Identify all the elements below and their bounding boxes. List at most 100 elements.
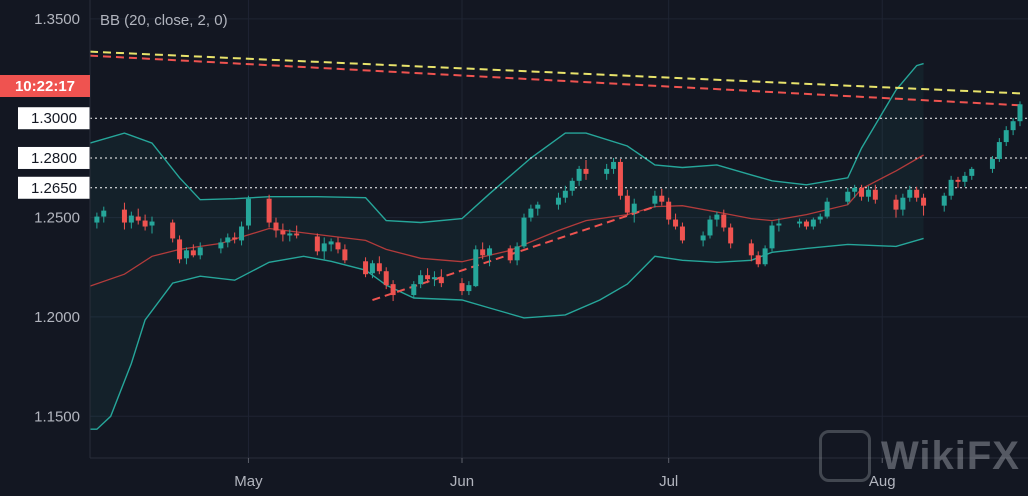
candle-body-58 — [659, 195, 665, 202]
time-axis[interactable]: May Jun Jul Aug — [90, 457, 1028, 490]
candle-body-5 — [142, 220, 148, 227]
candle-body-56 — [631, 203, 637, 213]
candle-body-42 — [507, 248, 513, 261]
candle-body-14 — [232, 237, 238, 240]
candle-body-64 — [714, 214, 720, 220]
candle-body-68 — [755, 255, 761, 265]
candle-body-34 — [425, 275, 431, 280]
candle-body-38 — [466, 285, 472, 292]
level-label-0: 1.3000 — [31, 110, 77, 127]
candle-body-12 — [218, 242, 224, 249]
candle-body-78 — [852, 187, 858, 192]
horizontal-levels: 1.3000 1.2800 1.2650 — [18, 107, 1028, 199]
candle-body-23 — [321, 243, 327, 252]
candle-body-65 — [721, 214, 727, 228]
candle-body-90 — [962, 175, 968, 182]
candle-body-7 — [170, 222, 176, 239]
candle-body-35 — [431, 277, 437, 280]
candle-body-67 — [748, 243, 754, 256]
band-upper — [89, 62, 924, 224]
candle-body-79 — [859, 187, 865, 197]
candle-body-81 — [872, 189, 878, 200]
candle-body-74 — [810, 219, 816, 227]
candle-body-43 — [514, 246, 520, 261]
time-tick-3: Aug — [869, 473, 896, 490]
candle-body-17 — [266, 198, 272, 223]
candle-body-92 — [989, 158, 995, 169]
candle-body-29 — [376, 263, 382, 272]
candle-body-37 — [459, 283, 465, 292]
candle-body-94 — [1003, 130, 1009, 143]
candles — [94, 101, 1023, 302]
candle-body-49 — [569, 180, 575, 191]
candle-body-40 — [480, 249, 486, 256]
trendlines — [89, 50, 1021, 301]
candle-body-76 — [824, 201, 830, 217]
candle-body-44 — [521, 217, 527, 247]
price-tick-2: 1.2000 — [34, 309, 80, 326]
indicator-legend[interactable]: BB (20, close, 2, 0) — [100, 12, 228, 29]
candle-body-88 — [948, 179, 954, 196]
candle-body-27 — [363, 261, 369, 275]
candle-body-93 — [996, 142, 1002, 159]
candle-body-73 — [803, 221, 809, 227]
candle-body-66 — [728, 227, 734, 244]
candle-body-25 — [335, 242, 341, 250]
candle-body-54 — [617, 161, 623, 196]
time-tick-2: Jul — [659, 473, 678, 490]
candle-body-77 — [845, 191, 851, 202]
price-tick-1: 1.2500 — [34, 210, 80, 227]
candle-body-63 — [707, 219, 713, 236]
price-tick-0: 1.3500 — [34, 11, 80, 28]
candle-body-11 — [197, 247, 203, 256]
candle-body-15 — [239, 226, 245, 241]
candle-body-75 — [817, 216, 823, 220]
candle-body-83 — [900, 197, 906, 210]
time-tick-0: May — [234, 473, 263, 490]
candle-body-62 — [700, 235, 706, 241]
candle-body-21 — [294, 233, 300, 236]
candle-body-48 — [562, 190, 568, 198]
candle-body-69 — [762, 248, 768, 265]
candle-body-33 — [418, 275, 424, 285]
candle-body-2 — [121, 209, 127, 223]
candle-body-87 — [941, 195, 947, 206]
candle-body-13 — [225, 237, 231, 243]
candle-body-80 — [865, 189, 871, 197]
wikifx-logo-icon — [819, 430, 871, 482]
candle-body-28 — [369, 263, 375, 274]
level-label-bg-1 — [18, 146, 90, 169]
candle-body-36 — [438, 277, 444, 284]
candle-body-60 — [673, 219, 679, 227]
candle-body-32 — [411, 284, 417, 296]
price-tick-3: 1.1500 — [34, 408, 80, 425]
candle-body-89 — [955, 179, 961, 182]
candle-body-71 — [776, 223, 782, 226]
clock-time: 10:22:17 — [15, 78, 75, 95]
band-fill — [90, 63, 924, 430]
candle-body-57 — [652, 195, 658, 204]
candle-body-22 — [314, 236, 320, 252]
candle-body-46 — [535, 204, 541, 209]
candle-body-8 — [177, 239, 183, 260]
candle-body-86 — [921, 197, 927, 206]
candle-body-50 — [576, 168, 582, 181]
time-tick-1: Jun — [450, 473, 474, 490]
candle-body-9 — [183, 250, 189, 259]
candle-body-45 — [528, 208, 534, 218]
level-label-1: 1.2800 — [31, 150, 77, 167]
candle-body-6 — [149, 221, 155, 226]
candle-body-47 — [555, 197, 561, 205]
candle-body-95 — [1010, 121, 1016, 131]
clock-label-bg — [0, 75, 90, 97]
candle-body-85 — [914, 189, 920, 198]
candle-body-18 — [273, 222, 279, 231]
candle-body-51 — [583, 168, 589, 174]
candle-body-41 — [487, 248, 493, 256]
candle-body-53 — [611, 161, 617, 169]
candle-body-4 — [135, 216, 141, 221]
candle-body-24 — [328, 241, 334, 245]
candle-body-91 — [969, 168, 975, 176]
